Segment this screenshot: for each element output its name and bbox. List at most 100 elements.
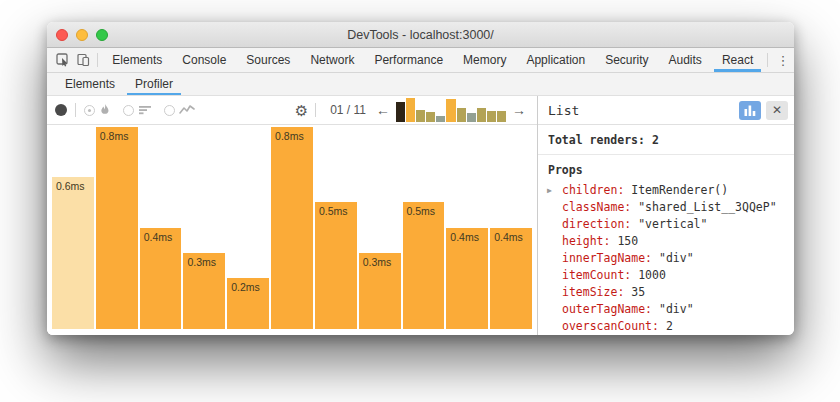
selected-component-name: List [548, 103, 579, 118]
screenshot-stage: DevTools - localhost:3000/ Elements Cons… [0, 0, 840, 402]
chart-type-interactions[interactable] [164, 104, 195, 116]
bar-duration-label: 0.5ms [407, 205, 436, 217]
subtab-elements[interactable]: Elements [55, 73, 125, 95]
tab-elements[interactable]: Elements [102, 48, 172, 72]
record-button[interactable] [55, 104, 67, 116]
snapshot-minibar[interactable] [446, 99, 455, 122]
tab-performance[interactable]: Performance [364, 48, 453, 72]
snapshot-minibar[interactable] [457, 108, 466, 122]
prop-row-innertagname: innerTagName"div" [538, 250, 794, 267]
snapshot-selector-minichart[interactable] [396, 98, 506, 122]
tab-sources[interactable]: Sources [236, 48, 300, 72]
total-renders-row: Total renders: 2 [538, 125, 794, 155]
prop-row-children: ▶ childrenItemRenderer() [538, 182, 794, 199]
snapshot-minibar[interactable] [467, 113, 476, 122]
tab-security[interactable]: Security [595, 48, 658, 72]
tab-react[interactable]: React [712, 48, 763, 72]
minimize-window-button[interactable] [76, 29, 88, 41]
prop-value: 1000 [638, 268, 666, 282]
bar-duration-label: 0.6ms [56, 180, 85, 192]
bar-duration-label: 0.4ms [494, 231, 523, 243]
panel-header: List ✕ [538, 96, 794, 125]
next-snapshot-arrow-icon[interactable]: → [509, 103, 529, 117]
devtools-menu-icon[interactable]: ⋮ [772, 48, 794, 72]
bar-duration-label: 0.8ms [275, 130, 304, 142]
expand-arrow-icon[interactable]: ▶ [547, 184, 552, 197]
prop-value: ItemRenderer() [631, 183, 728, 197]
tab-audits[interactable]: Audits [659, 48, 712, 72]
bar-duration-label: 0.3ms [187, 256, 216, 268]
prop-value: 2 [666, 319, 673, 333]
close-panel-icon[interactable]: ✕ [766, 101, 788, 120]
prop-key: itemSize [562, 285, 631, 299]
inspect-element-icon[interactable] [53, 48, 73, 72]
toolbar-separator [97, 53, 98, 67]
ranked-radio[interactable] [123, 105, 134, 116]
prop-key: className [562, 200, 638, 214]
prop-row-overscancount: overscanCount2 [538, 318, 794, 335]
prop-value: "div" [659, 251, 694, 265]
snapshot-minibar[interactable] [396, 102, 405, 122]
prop-value: 150 [617, 234, 638, 248]
snapshot-minibar[interactable] [426, 112, 435, 122]
snapshot-minibar[interactable] [436, 116, 445, 122]
prop-value: "vertical" [638, 217, 707, 231]
bar-duration-label: 0.3ms [363, 256, 392, 268]
bar-duration-label: 0.5ms [319, 205, 348, 217]
prop-value: 35 [631, 285, 645, 299]
device-toolbar-icon[interactable] [73, 48, 93, 72]
render-bar[interactable]: 0.2ms [227, 278, 269, 329]
tab-application[interactable]: Application [516, 48, 595, 72]
toolbar-separator [75, 103, 76, 117]
snapshot-minibar[interactable] [406, 98, 415, 122]
flamegraph-radio[interactable] [84, 105, 95, 116]
title-bar: DevTools - localhost:3000/ [47, 22, 794, 48]
prop-value: "shared_List__3QQeP" [638, 200, 776, 214]
snapshot-minibar[interactable] [477, 108, 486, 122]
prop-key: height [562, 234, 617, 248]
prop-row-outertagname: outerTagName"div" [538, 301, 794, 318]
bar-duration-label: 0.2ms [231, 281, 260, 293]
flame-icon [99, 103, 111, 117]
render-bar[interactable]: 0.5ms [403, 202, 445, 329]
render-bar[interactable]: 0.4ms [490, 228, 532, 329]
toolbar-separator [315, 103, 316, 117]
render-bar[interactable]: 0.5ms [315, 202, 357, 329]
chart-type-flamegraph[interactable] [84, 103, 111, 117]
ranked-chart-icon [138, 104, 152, 116]
prop-key: innerTagName [562, 251, 659, 265]
snapshot-minibar[interactable] [416, 110, 425, 122]
render-bar[interactable]: 0.4ms [446, 228, 488, 329]
interactions-radio[interactable] [164, 105, 175, 116]
traffic-lights [56, 22, 108, 47]
window-title: DevTools - localhost:3000/ [347, 28, 494, 42]
prop-row-classname: className"shared_List__3QQeP" [538, 199, 794, 216]
close-window-button[interactable] [56, 29, 68, 41]
render-bar[interactable]: 0.4ms [140, 228, 182, 329]
render-bar[interactable]: 0.3ms [183, 253, 225, 329]
snapshot-minibar[interactable] [497, 111, 506, 122]
panel-body: Total renders: 2 Props ▶ childrenItemRen… [538, 125, 794, 335]
profiler-main: ⚙ 01 / 11 ← [47, 96, 794, 335]
render-history-chart-button[interactable] [739, 101, 761, 120]
prop-row-height: height150 [538, 233, 794, 250]
render-bar[interactable]: 0.8ms [271, 127, 313, 329]
profiler-settings-gear-icon[interactable]: ⚙ [295, 103, 308, 118]
prev-snapshot-arrow-icon[interactable]: ← [373, 103, 393, 117]
chart-pane: ⚙ 01 / 11 ← [47, 96, 537, 335]
total-renders-value: 2 [652, 133, 659, 147]
interactions-chart-icon [179, 104, 195, 116]
render-bar[interactable]: 0.8ms [96, 127, 138, 329]
render-bar[interactable]: 0.3ms [359, 253, 401, 329]
devtools-window: DevTools - localhost:3000/ Elements Cons… [47, 22, 794, 335]
tab-network[interactable]: Network [300, 48, 364, 72]
chart-type-ranked[interactable] [123, 104, 152, 116]
zoom-window-button[interactable] [96, 29, 108, 41]
prop-key: children [562, 183, 631, 197]
tab-console[interactable]: Console [172, 48, 236, 72]
render-bar-list[interactable]: 0.6ms [52, 177, 94, 329]
tab-memory[interactable]: Memory [453, 48, 516, 72]
subtab-profiler[interactable]: Profiler [125, 73, 183, 95]
snapshot-minibar[interactable] [487, 111, 496, 122]
bar-duration-label: 0.4ms [144, 231, 173, 243]
